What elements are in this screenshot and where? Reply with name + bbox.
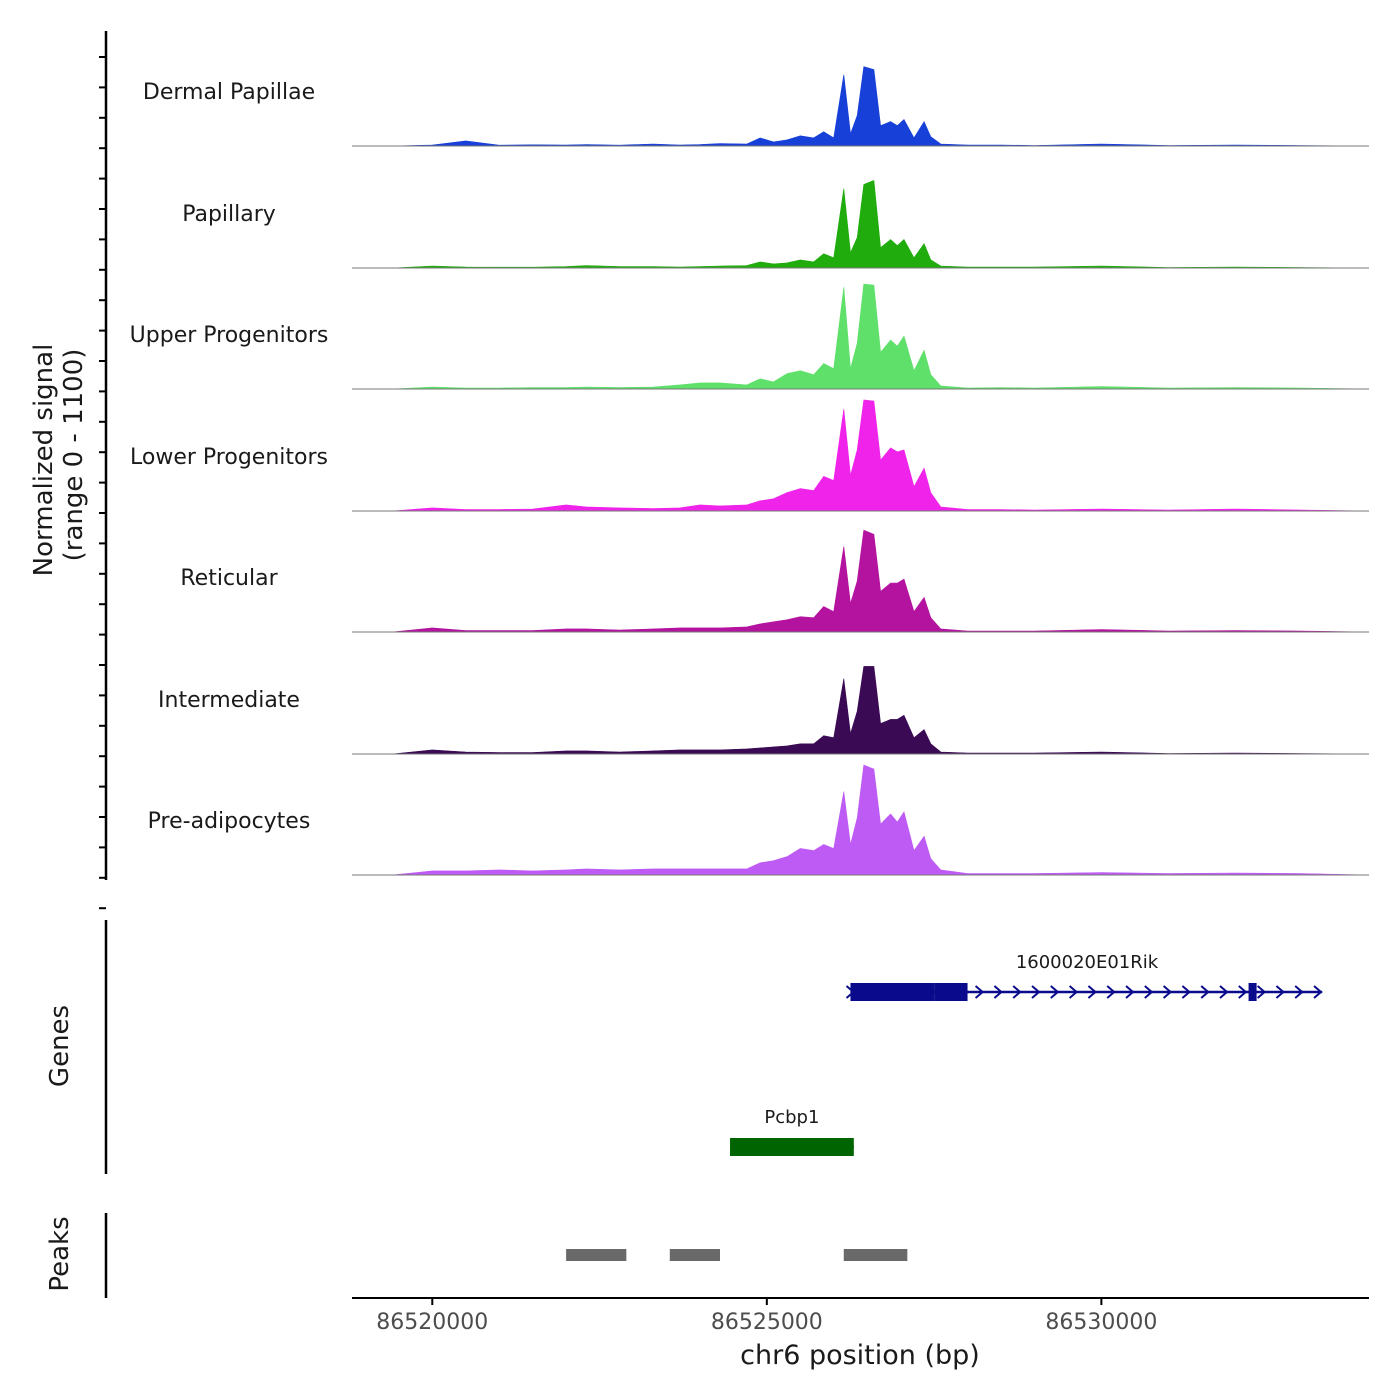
strand-arrow xyxy=(1068,985,1079,999)
track-label-0: Dermal Papillae xyxy=(143,80,315,105)
x-tick-label: 86530000 xyxy=(1045,1310,1157,1335)
strand-arrow xyxy=(1275,985,1285,999)
peaks-track xyxy=(566,1249,908,1261)
peak-2 xyxy=(843,1249,908,1261)
signal-area-0 xyxy=(392,66,1370,147)
strand-arrow xyxy=(1294,985,1304,999)
strand-arrow xyxy=(1256,985,1267,999)
strand-arrow xyxy=(993,985,1003,999)
strand-arrow xyxy=(1087,985,1097,999)
signal-area-2 xyxy=(392,283,1370,390)
strand-arrow xyxy=(1012,985,1022,999)
strand-arrow xyxy=(1238,985,1248,999)
track-label-1: Papillary xyxy=(182,202,276,227)
gene-exon-1-0 xyxy=(730,1138,854,1156)
track-label-6: Pre-adipocytes xyxy=(148,809,311,834)
genes-axis-label: Genes xyxy=(45,1005,75,1087)
strand-arrow xyxy=(1219,985,1229,999)
track-label-4: Reticular xyxy=(180,566,278,591)
left-axes xyxy=(99,31,108,1298)
strand-arrow xyxy=(1162,985,1173,999)
peak-1 xyxy=(669,1249,720,1261)
gene-exon-0-0 xyxy=(850,983,935,1001)
track-label-2: Upper Progenitors xyxy=(130,323,329,348)
strand-arrow xyxy=(974,985,985,999)
signal-area-4 xyxy=(392,529,1370,633)
signal-area-3 xyxy=(392,399,1370,512)
gene-exon-0-1 xyxy=(934,983,968,1001)
strand-arrow xyxy=(1144,985,1154,999)
gene-exon-0-2 xyxy=(1248,983,1257,1001)
strand-arrow xyxy=(1125,985,1135,999)
y-axis-range-label: (range 0 - 1100) xyxy=(59,349,89,562)
genes-track: 1600020E01Rik Pcbp1 xyxy=(730,952,1323,1156)
strand-arrow xyxy=(1031,985,1041,999)
track-label-3: Lower Progenitors xyxy=(130,445,328,470)
x-tick-label: 86525000 xyxy=(711,1310,823,1335)
x-axis-title: chr6 position (bp) xyxy=(740,1340,980,1371)
signal-area-1 xyxy=(392,179,1370,269)
strand-arrow xyxy=(845,985,856,999)
x-axis-ticks: 86520000 86525000 86530000 xyxy=(376,1298,1157,1335)
gene-label-0: 1600020E01Rik xyxy=(1016,952,1159,973)
peak-0 xyxy=(566,1249,627,1261)
strand-arrow xyxy=(1200,985,1210,999)
strand-arrow xyxy=(1313,985,1323,999)
signal-area-5 xyxy=(392,666,1370,755)
strand-arrow xyxy=(1106,985,1116,999)
peaks-axis-label: Peaks xyxy=(45,1216,75,1291)
x-tick-label: 86520000 xyxy=(376,1310,488,1335)
signal-area-6 xyxy=(392,764,1370,876)
strand-arrow xyxy=(1050,985,1060,999)
coverage-tracks: Dermal Papillae Papillary Upper Progenitor… xyxy=(130,66,1370,876)
gene-label-1: Pcbp1 xyxy=(764,1107,819,1128)
track-label-5: Intermediate xyxy=(158,688,300,713)
y-axis-label: Normalized signal xyxy=(29,344,59,577)
strand-arrow xyxy=(1181,985,1191,999)
